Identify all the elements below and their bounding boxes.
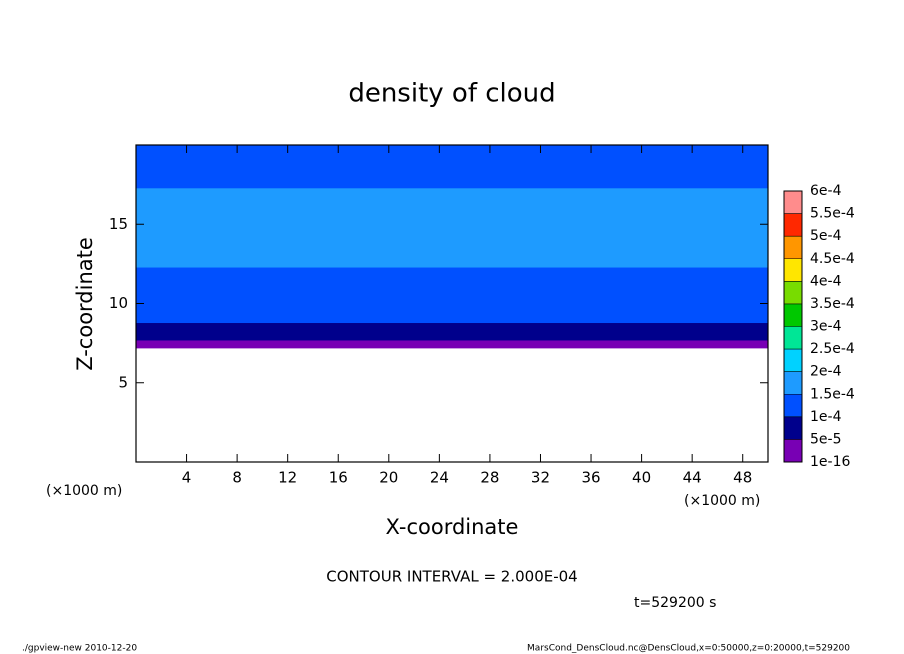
- x-tick-label: 44: [683, 469, 702, 487]
- colorbar-segment: [784, 191, 802, 214]
- contour-band: [136, 145, 768, 189]
- colorbar-segment: [784, 236, 802, 259]
- colorbar-label: 1e-4: [810, 409, 842, 425]
- x-tick-label: 16: [329, 469, 348, 487]
- colorbar-segment: [784, 326, 802, 350]
- y-tick-label: 15: [109, 215, 128, 233]
- colorbar-label: 1e-16: [810, 454, 850, 470]
- contour-band: [136, 187, 768, 268]
- x-tick-label: 4: [182, 469, 192, 487]
- x-tick-label: 28: [480, 469, 499, 487]
- x-unit-label: (×1000 m): [46, 483, 122, 499]
- colorbar-label: 5e-5: [810, 431, 841, 447]
- footer: ./gpview-new 2010-12-20: [22, 644, 137, 654]
- colorbar-segment: [784, 416, 802, 440]
- contour-band: [136, 322, 768, 341]
- x-tick-label: 8: [232, 469, 242, 487]
- colorbar-label: 2.5e-4: [810, 341, 855, 357]
- chart-title: density of cloud: [348, 79, 555, 109]
- colorbar-label: 6e-4: [810, 183, 842, 199]
- colorbar-segment: [784, 371, 802, 395]
- colorbar-segment: [784, 394, 802, 417]
- colorbar-segment: [784, 258, 802, 282]
- x-tick-label: 12: [278, 469, 297, 487]
- colorbar-segment: [784, 439, 802, 462]
- colorbar-label: 4e-4: [810, 273, 842, 289]
- y-tick-label: 5: [118, 373, 128, 391]
- colorbar-segment: [784, 213, 802, 237]
- colorbar-label: 2e-4: [810, 364, 842, 380]
- colorbar-segment: [784, 303, 802, 327]
- colorbar-label: 5.5e-4: [810, 206, 855, 222]
- footer: MarsCond_DensCloud.nc@DensCloud,x=0:5000…: [527, 644, 850, 654]
- colorbar-label: 5e-4: [810, 228, 842, 244]
- contour-band: [136, 267, 768, 324]
- x-tick-label: 48: [733, 469, 752, 487]
- colorbar-segment: [784, 281, 802, 304]
- contour-band: [136, 339, 768, 349]
- colorbar-segment: [784, 349, 802, 372]
- x-tick-label: 32: [531, 469, 550, 487]
- colorbar-label: 4.5e-4: [810, 251, 855, 267]
- x-tick-label: 20: [379, 469, 398, 487]
- y-axis-label: Z-coordinate: [73, 237, 97, 371]
- x-tick-label: 24: [430, 469, 449, 487]
- x-tick-label: 40: [632, 469, 651, 487]
- annotation: t=529200 s: [634, 595, 716, 611]
- x-unit-label: (×1000 m): [684, 493, 760, 509]
- x-tick-label: 36: [581, 469, 600, 487]
- colorbar-label: 3.5e-4: [810, 296, 855, 312]
- annotation: CONTOUR INTERVAL = 2.000E-04: [326, 568, 577, 586]
- y-tick-label: 10: [109, 294, 128, 312]
- colorbar-label: 3e-4: [810, 319, 842, 335]
- x-axis-label: X-coordinate: [386, 515, 519, 539]
- colorbar-label: 1.5e-4: [810, 386, 855, 402]
